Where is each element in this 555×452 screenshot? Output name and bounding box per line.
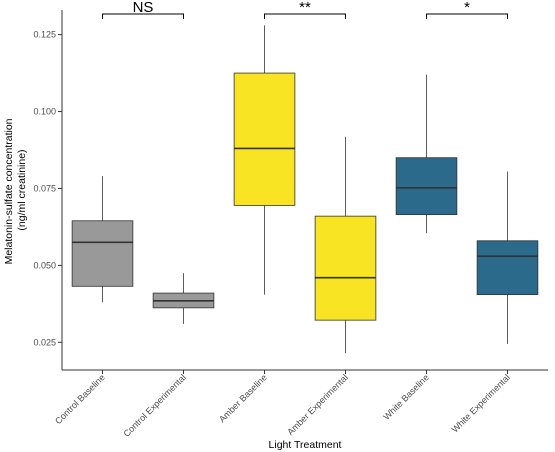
bracket-line [264, 13, 346, 19]
y-tick-label: 0.075 [33, 183, 56, 193]
significance-bracket: NS [102, 0, 184, 19]
box-body [314, 215, 377, 321]
significance-label: NS [133, 0, 154, 16]
significance-bracket: * [426, 0, 508, 19]
significance-brackets: NS ** * [102, 0, 508, 19]
x-axis: Control Baseline Control Experimental Ambe… [53, 369, 548, 439]
bracket-line [102, 13, 184, 19]
bracket-line [426, 13, 508, 19]
y-tick-label: 0.025 [33, 337, 56, 347]
box-body [476, 240, 539, 296]
x-tick-label: Control Experimental [121, 372, 188, 439]
box-amber-baseline [233, 25, 296, 295]
significance-label: ** [299, 0, 311, 16]
y-axis-title: Melatonin-sulfate concentration (ng/ml c… [3, 116, 28, 265]
box-control-baseline [71, 176, 134, 303]
x-tick-label: Amber Baseline [217, 372, 269, 424]
significance-label: * [464, 0, 470, 16]
y-axis-title-line-1: Melatonin-sulfate concentration [3, 118, 15, 264]
x-axis-title: Light Treatment [269, 439, 342, 451]
box-body [233, 72, 296, 206]
box-control-experimental [152, 273, 215, 324]
box-body [395, 157, 458, 216]
box-body [71, 220, 134, 287]
box-white-baseline [395, 74, 458, 234]
x-tick-label: Control Baseline [53, 372, 107, 426]
x-tick-label: White Experimental [450, 372, 512, 434]
y-axis: 0.025 0.050 0.075 0.100 0.125 [33, 10, 63, 370]
x-tick-label: White Baseline [381, 372, 431, 422]
significance-bracket: ** [264, 0, 346, 19]
box-white-experimental [476, 171, 539, 344]
y-tick-label: 0.125 [33, 30, 56, 40]
box-series [71, 25, 539, 354]
x-tick-label: Amber Experimental [285, 372, 350, 437]
y-tick-label: 0.100 [33, 107, 56, 117]
box-amber-experimental [314, 136, 377, 354]
y-tick-label: 0.050 [33, 260, 56, 270]
y-axis-title-line-2: (ng/ml creatinine) [16, 149, 28, 230]
